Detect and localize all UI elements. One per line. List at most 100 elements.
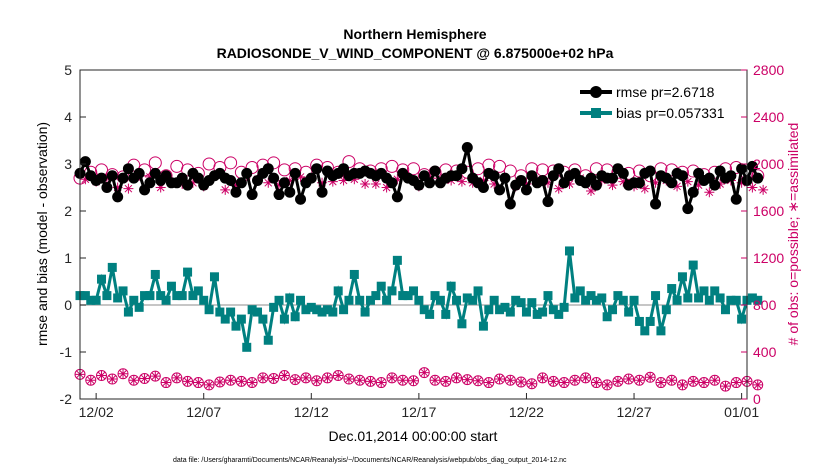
rmse-point <box>79 156 91 168</box>
rmse-point <box>106 170 118 182</box>
bias-point <box>263 335 273 345</box>
bias-point <box>403 291 413 301</box>
obs-possible-marker <box>407 162 420 176</box>
bias-point <box>312 305 322 315</box>
obs-low-star <box>591 377 602 388</box>
obs-possible-marker <box>536 163 550 177</box>
x-tick-label: 12/22 <box>509 404 544 420</box>
bias-point <box>209 272 219 282</box>
left-tick-label: 4 <box>64 109 72 125</box>
obs-assimilated-marker <box>284 175 295 186</box>
obs-low-marker <box>461 374 473 386</box>
obs-low-star <box>365 376 376 387</box>
bias-point <box>376 281 386 291</box>
obs-low-marker <box>623 373 635 385</box>
bias-point <box>484 305 494 315</box>
legend: rmse pr=2.6718 bias pr=0.057331 <box>575 78 737 126</box>
bias-point <box>753 295 763 305</box>
obs-low-star <box>193 377 204 388</box>
obs-low-marker <box>676 379 688 391</box>
obs-assimilated-marker <box>489 178 500 189</box>
rmse-point <box>230 186 242 198</box>
obs-low-marker <box>246 377 258 389</box>
bias-point <box>634 316 644 326</box>
obs-assimilated-marker <box>478 175 489 186</box>
obs-low-star <box>612 376 623 387</box>
rmse-point <box>746 160 758 172</box>
obs-assimilated-marker <box>327 176 338 187</box>
rmse-point <box>268 172 280 184</box>
rmse-point <box>752 172 764 184</box>
bias-point <box>226 307 236 317</box>
obs-assimilated-marker <box>220 184 231 195</box>
obs-assimilated-marker <box>263 177 274 188</box>
bias-point <box>333 286 343 296</box>
bias-point <box>581 295 591 305</box>
rmse-point <box>182 179 194 191</box>
obs-low-star <box>408 375 419 386</box>
bias-point <box>193 286 203 296</box>
obs-low-marker <box>612 375 624 387</box>
obs-low-star <box>602 379 613 390</box>
obs-low-star <box>386 372 397 383</box>
bias-point <box>161 295 171 305</box>
obs-low-marker <box>139 372 151 384</box>
obs-assimilated-marker <box>564 178 575 189</box>
obs-assimilated-marker <box>553 183 564 194</box>
bias-point <box>382 295 392 305</box>
bias-point <box>398 291 408 301</box>
obs-assimilated-marker <box>618 176 629 187</box>
bias-point <box>301 305 311 315</box>
legend-box <box>575 78 737 126</box>
rmse-point <box>456 163 468 175</box>
bias-point <box>457 319 467 329</box>
obs-low-marker <box>375 377 387 389</box>
bias-point <box>365 295 375 305</box>
bias-point <box>564 246 574 256</box>
obs-low-star <box>655 377 666 388</box>
left-tick-label: 3 <box>64 156 72 172</box>
rmse-point <box>144 177 156 189</box>
obs-low-marker <box>106 373 118 385</box>
bias-point <box>425 309 435 319</box>
obs-low-marker <box>537 372 549 384</box>
bias-point <box>597 293 607 303</box>
bias-point <box>645 316 655 326</box>
obs-low-marker <box>504 374 516 386</box>
legend-bias-label: bias pr=0.057331 <box>616 105 725 121</box>
obs-low-marker <box>182 375 194 387</box>
obs-low-star <box>182 376 193 387</box>
bias-point <box>129 295 139 305</box>
rmse-point <box>461 142 473 154</box>
obs-low-marker <box>547 375 559 387</box>
bias-point <box>618 295 628 305</box>
rmse-point <box>494 184 506 196</box>
obs-low-marker <box>472 375 484 387</box>
rmse-point <box>305 172 317 184</box>
rmse-point <box>617 167 629 179</box>
bias-point <box>602 312 612 322</box>
obs-low-star <box>516 376 527 387</box>
obs-assimilated-marker <box>650 177 661 188</box>
rmse-point <box>295 193 307 205</box>
bias-point <box>247 305 257 315</box>
plot-frame <box>79 69 748 400</box>
obs-low-marker <box>655 377 667 389</box>
obs-low-marker <box>235 375 247 387</box>
bias-point <box>80 291 90 301</box>
obs-assimilated-marker <box>155 182 166 193</box>
bias-point <box>166 281 176 291</box>
rmse-point <box>133 167 145 179</box>
bias-point <box>91 295 101 305</box>
obs-low-star <box>569 375 580 386</box>
bias-point <box>236 314 246 324</box>
bias-point <box>145 291 155 301</box>
rmse-point <box>515 174 527 186</box>
obs-low-star <box>645 372 656 383</box>
obs-possible-marker <box>385 159 399 173</box>
left-tick-label: -1 <box>60 344 73 360</box>
bias-point <box>204 305 214 315</box>
bias-point <box>349 269 359 279</box>
